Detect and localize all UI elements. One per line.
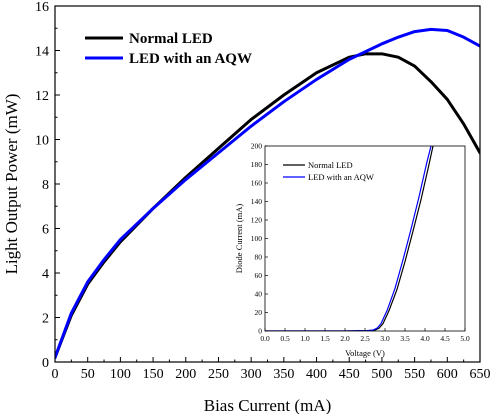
inset-x-tick-label: 3.5 xyxy=(400,334,410,343)
main-y-tick-label: 12 xyxy=(35,89,49,104)
inset-x-tick-label: 0.5 xyxy=(280,334,290,343)
main-x-tick-label: 500 xyxy=(371,367,392,382)
main-x-tick-label: 50 xyxy=(81,367,95,382)
main-series-line-1 xyxy=(55,27,480,360)
main-x-tick-label: 450 xyxy=(339,367,360,382)
main-y-tick-label: 8 xyxy=(42,178,49,193)
main-y-tick-label: 0 xyxy=(42,356,49,371)
main-x-tick-label: 250 xyxy=(208,367,229,382)
inset-x-tick-label: 0.0 xyxy=(260,334,270,343)
inset-x-tick-label: 4.0 xyxy=(420,334,430,343)
main-x-tick-label: 350 xyxy=(273,367,294,382)
inset-x-tick-label: 2.0 xyxy=(340,334,350,343)
main-x-tick-label: 0 xyxy=(52,367,59,382)
inset-y-tick-label: 120 xyxy=(251,216,263,225)
inset-y-tick-label: 200 xyxy=(251,142,263,151)
inset-x-tick-label: 4.5 xyxy=(440,334,450,343)
inset-y-tick-label: 40 xyxy=(255,290,263,299)
inset-x-axis-title: Voltage (V) xyxy=(345,348,385,358)
inset-y-tick-label: 0 xyxy=(258,327,262,336)
inset-y-tick-label: 20 xyxy=(255,308,263,317)
main-x-axis-title: Bias Current (mA) xyxy=(204,396,331,414)
main-x-tick-label: 550 xyxy=(404,367,425,382)
inset-series-line-1 xyxy=(265,146,432,331)
inset-chart: 0.0 0.5 1.0 1.5 2.0 2.5 3.0 3.5 4.0 4.5 5.0 0 20 40 60… xyxy=(234,142,470,359)
main-x-tick-label: 650 xyxy=(470,367,491,382)
main-x-tick-label: 400 xyxy=(306,367,327,382)
inset-legend-label-1: LED with an AQW xyxy=(308,172,374,182)
inset-y-tick-label: 180 xyxy=(251,160,263,169)
main-x-tick-label: 600 xyxy=(437,367,458,382)
main-y-tick-label: 10 xyxy=(35,134,49,149)
main-y-tick-label: 6 xyxy=(42,223,49,238)
inset-x-tick-label: 3.0 xyxy=(380,334,390,343)
main-x-tick-label: 300 xyxy=(241,367,262,382)
inset-x-tick-label: 1.0 xyxy=(300,334,310,343)
main-y-tick-label: 16 xyxy=(35,0,49,15)
inset-x-tick-label: 1.5 xyxy=(320,334,330,343)
inset-y-tick-label: 160 xyxy=(251,179,263,188)
inset-y-axis-title: Diode Current (mA) xyxy=(234,204,244,274)
main-y-axis-title: Light Output Power (mW) xyxy=(2,94,21,275)
main-legend-label-0: Normal LED xyxy=(129,31,213,47)
inset-x-tick-label: 5.0 xyxy=(460,334,470,343)
inset-y-tick-label: 140 xyxy=(251,197,263,206)
inset-x-tick-label: 2.5 xyxy=(360,334,370,343)
main-x-tick-label: 100 xyxy=(110,367,131,382)
inset-y-tick-label: 100 xyxy=(251,234,263,243)
main-y-tick-label: 2 xyxy=(42,312,49,327)
inset-y-tick-label: 80 xyxy=(255,253,263,262)
main-x-tick-label: 150 xyxy=(143,367,164,382)
main-y-tick-label: 4 xyxy=(42,267,49,282)
main-x-tick-label: 200 xyxy=(175,367,196,382)
inset-legend-label-0: Normal LED xyxy=(308,160,353,170)
main-y-tick-label: 14 xyxy=(35,45,49,60)
inset-y-tick-label: 60 xyxy=(255,271,263,280)
main-legend-label-1: LED with an AQW xyxy=(129,51,252,67)
